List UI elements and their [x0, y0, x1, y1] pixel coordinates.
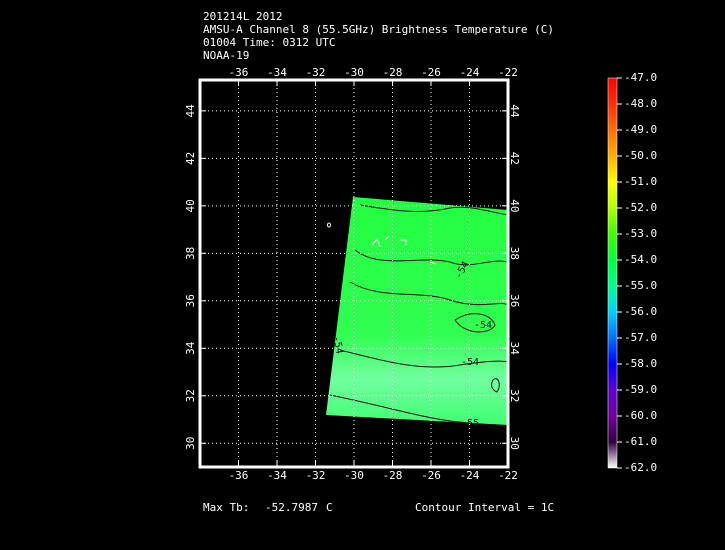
colorbar-label: -51.0 [624, 175, 657, 188]
lat-label-left: 42 [184, 152, 197, 165]
lat-label-right: 34 [508, 342, 521, 356]
lon-label-top: -30 [344, 66, 364, 79]
title-line: 01004 Time: 0312 UTC [203, 36, 335, 49]
lon-label-bottom: -24 [460, 469, 480, 482]
colorbar-label: -62.0 [624, 461, 657, 474]
lon-label-top: -32 [306, 66, 326, 79]
data-swath [326, 197, 508, 425]
lat-label-left: 38 [184, 247, 197, 260]
contour-interval: Contour Interval = 1C [415, 501, 554, 514]
max-label: Max Tb: [203, 501, 249, 514]
lon-label-bottom: -34 [267, 469, 287, 482]
lon-label-top: -22 [498, 66, 518, 79]
colorbar-label: -58.0 [624, 357, 657, 370]
lat-label-right: 32 [508, 389, 521, 402]
lat-label-left: 40 [184, 199, 197, 212]
colorbar-label: -53.0 [624, 227, 657, 240]
warm-contours [327, 222, 437, 265]
lat-label-left: 44 [184, 104, 197, 118]
lat-label-right: 30 [508, 437, 521, 450]
colorbar-label: -50.0 [624, 149, 657, 162]
contour [329, 394, 506, 433]
lon-label-top: -34 [267, 66, 287, 79]
colorbar-label: -61.0 [624, 435, 657, 448]
contour [491, 378, 500, 393]
contour [339, 349, 509, 368]
lat-label-right: 40 [508, 199, 521, 212]
colorbar-label: -54.0 [624, 253, 657, 266]
lat-label-right: 36 [508, 294, 521, 307]
title-line: NOAA-19 [203, 49, 249, 62]
lon-label-bottom: -30 [344, 469, 364, 482]
lat-label-right: 38 [508, 247, 521, 260]
footer: Max Tb: -52.7987 C Contour Interval = 1C [203, 501, 554, 514]
contour [371, 235, 437, 265]
lon-label-top: -28 [383, 66, 403, 79]
lon-label-bottom: -26 [421, 469, 441, 482]
contour [354, 249, 509, 266]
lon-label-bottom: -28 [383, 469, 403, 482]
colorbar-label: -56.0 [624, 305, 657, 318]
lat-label-left: 32 [184, 389, 197, 402]
title-line: AMSU-A Channel 8 (55.5GHz) Brightness Te… [203, 23, 554, 36]
colorbar-label: -59.0 [624, 383, 657, 396]
colorbar-label: -47.0 [624, 71, 657, 84]
lat-label-left: 36 [184, 294, 197, 307]
lon-label-top: -26 [421, 66, 441, 79]
max-unit: C [326, 501, 333, 514]
contour [359, 204, 509, 216]
lon-label-bottom: -22 [498, 469, 518, 482]
lat-label-right: 44 [508, 104, 521, 118]
lon-label-bottom: -36 [229, 469, 249, 482]
colorbar-label: -60.0 [624, 409, 657, 422]
map-frame: -36 -36 -34 -34 -32 -32 -30 -30 -28 -28 -26 -26 -24 -… [184, 66, 521, 482]
contour-label: -54 [474, 320, 492, 331]
lat-label-right: 42 [508, 152, 521, 165]
colorbar [607, 77, 618, 469]
contours [329, 204, 509, 433]
max-value: -52.7987 [265, 501, 318, 514]
contour-label: -55 [461, 418, 479, 429]
lon-label-bottom: -32 [306, 469, 326, 482]
lat-label-left: 34 [184, 341, 197, 355]
lon-label-top: -24 [460, 66, 480, 79]
colorbar-label: -49.0 [624, 123, 657, 136]
lon-label-top: -36 [229, 66, 249, 79]
contour [454, 313, 496, 333]
contour [349, 281, 509, 306]
colorbar-label: -48.0 [624, 97, 657, 110]
colorbar-label: -52.0 [624, 201, 657, 214]
colorbar-label: -55.0 [624, 279, 657, 292]
colorbar-label: -57.0 [624, 331, 657, 344]
contour-label: -54 [331, 335, 345, 355]
lat-label-left: 30 [184, 437, 197, 450]
contour-label: -54 [461, 357, 479, 368]
contour [327, 222, 331, 228]
title-line: 201214L 2012 [203, 10, 282, 23]
